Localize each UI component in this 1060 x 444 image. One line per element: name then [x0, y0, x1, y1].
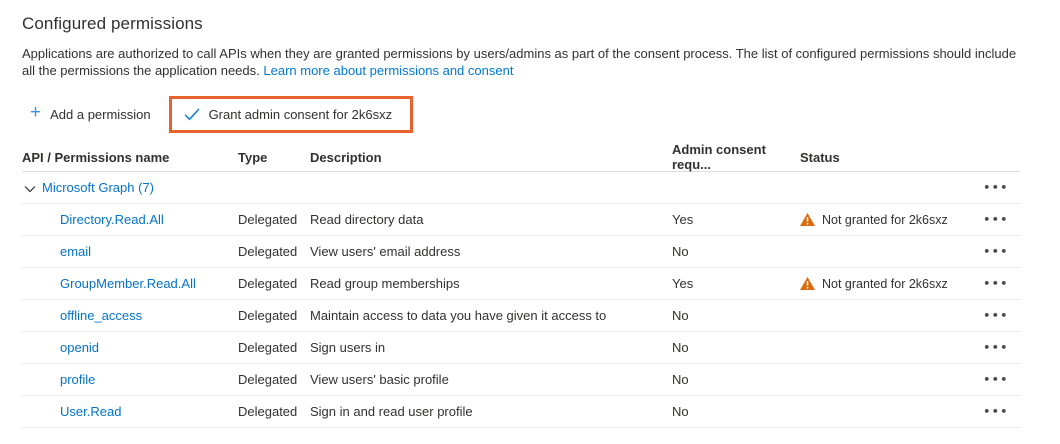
permission-description: Sign users in — [310, 340, 386, 355]
permission-type: Delegated — [238, 244, 298, 259]
table-header-row: API / Permissions name Type Description … — [22, 142, 1020, 172]
api-group-row: Microsoft Graph (7) ••• — [22, 172, 1020, 204]
column-header-admin-consent: Admin consent requ... — [672, 142, 766, 172]
permissions-toolbar: + Add a permission Grant admin consent f… — [22, 94, 1022, 134]
permission-name-link[interactable]: Directory.Read.All — [60, 212, 164, 227]
permission-description: View users' email address — [310, 244, 461, 259]
grant-admin-consent-button[interactable]: Grant admin consent for 2k6sxz — [176, 101, 401, 128]
description-text: Applications are authorized to call APIs… — [22, 45, 1022, 79]
admin-consent-required: Yes — [672, 276, 694, 291]
permission-name-link[interactable]: GroupMember.Read.All — [60, 276, 196, 291]
learn-more-link[interactable]: Learn more about permissions and consent — [263, 63, 514, 78]
warning-icon — [800, 213, 815, 226]
permission-status: Not granted for 2k6sxz — [800, 213, 972, 227]
page-title: Configured permissions — [22, 14, 203, 33]
permission-type: Delegated — [238, 276, 298, 291]
admin-consent-required: No — [672, 340, 689, 355]
admin-consent-required: No — [672, 404, 689, 419]
status-text: Not granted for 2k6sxz — [822, 212, 948, 227]
microsoft-graph-group-link[interactable]: Microsoft Graph (7) — [42, 180, 154, 195]
grant-admin-consent-label: Grant admin consent for 2k6sxz — [208, 106, 393, 122]
table-row: email Delegated View users' email addres… — [22, 236, 1020, 268]
row-actions-button[interactable]: ••• — [981, 275, 1011, 293]
annotation-highlight-box: Grant admin consent for 2k6sxz — [168, 95, 414, 133]
permission-description: Read directory data — [310, 212, 424, 227]
permission-status: Not granted for 2k6sxz — [800, 277, 972, 291]
row-actions-button[interactable]: ••• — [981, 211, 1011, 229]
permission-description: View users' basic profile — [310, 372, 449, 387]
permission-type: Delegated — [238, 308, 298, 323]
status-text: Not granted for 2k6sxz — [822, 276, 948, 291]
row-actions-button[interactable]: ••• — [981, 243, 1011, 261]
permission-description: Maintain access to data you have given i… — [310, 308, 607, 323]
chevron-down-icon[interactable] — [24, 183, 36, 193]
table-row: offline_access Delegated Maintain access… — [22, 300, 1020, 332]
warning-icon — [800, 277, 815, 290]
row-actions-button[interactable]: ••• — [981, 339, 1011, 357]
permission-name-link[interactable]: User.Read — [60, 404, 122, 419]
permission-type: Delegated — [238, 372, 298, 387]
plus-icon: + — [30, 102, 42, 123]
permission-type: Delegated — [238, 404, 298, 419]
column-header-status: Status — [800, 149, 840, 165]
permission-name-link[interactable]: offline_access — [60, 308, 143, 323]
permission-name-link[interactable]: profile — [60, 372, 96, 387]
table-row: GroupMember.Read.All Delegated Read grou… — [22, 268, 1020, 300]
permission-name-link[interactable]: openid — [60, 340, 100, 355]
admin-consent-required: No — [672, 372, 689, 387]
column-header-description: Description — [310, 149, 382, 165]
row-actions-button[interactable]: ••• — [981, 371, 1011, 389]
table-row: profile Delegated View users' basic prof… — [22, 364, 1020, 396]
configured-permissions-section: Configured permissions Applications are … — [22, 14, 1022, 428]
add-permission-button[interactable]: + Add a permission — [22, 101, 159, 128]
permission-description: Sign in and read user profile — [310, 404, 473, 419]
permissions-table: API / Permissions name Type Description … — [22, 142, 1020, 428]
permission-type: Delegated — [238, 340, 298, 355]
description-body: Applications are authorized to call APIs… — [22, 46, 1017, 78]
permission-description: Read group memberships — [310, 276, 460, 291]
row-actions-button[interactable]: ••• — [981, 307, 1011, 325]
permission-name-link[interactable]: email — [60, 244, 92, 259]
table-row: Directory.Read.All Delegated Read direct… — [22, 204, 1020, 236]
admin-consent-required: No — [672, 308, 689, 323]
table-row: User.Read Delegated Sign in and read use… — [22, 396, 1020, 428]
column-header-type: Type — [238, 149, 268, 165]
column-header-api-name: API / Permissions name — [22, 149, 170, 165]
admin-consent-required: Yes — [672, 212, 694, 227]
row-actions-button[interactable]: ••• — [981, 179, 1011, 197]
row-actions-button[interactable]: ••• — [981, 403, 1011, 421]
admin-consent-required: No — [672, 244, 689, 259]
permission-type: Delegated — [238, 212, 298, 227]
add-permission-label: Add a permission — [50, 106, 151, 122]
table-row: openid Delegated Sign users in No ••• — [22, 332, 1020, 364]
checkmark-icon — [184, 108, 200, 121]
